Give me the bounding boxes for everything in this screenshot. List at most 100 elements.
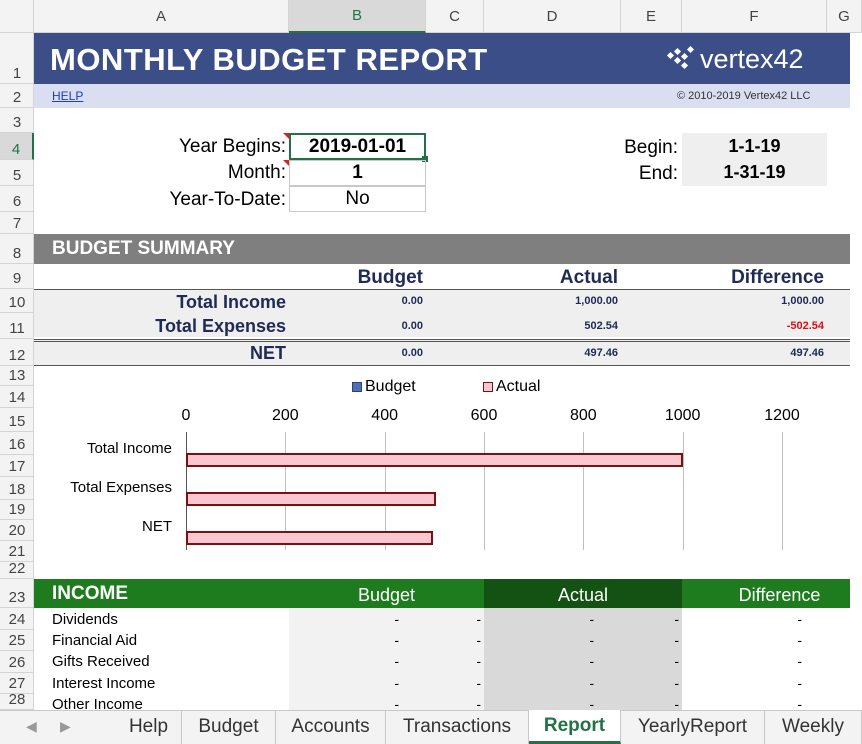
category-axis-line [186, 432, 187, 550]
income-actual-cell[interactable]: - [589, 653, 594, 669]
summary-actual-net: 497.46 [584, 347, 618, 359]
year-begins-input[interactable]: 2019-01-01 [289, 133, 426, 160]
row-header-3[interactable]: 3 [0, 108, 34, 133]
row-header-17[interactable]: 17 [0, 455, 34, 477]
income-actual-cell[interactable]: - [589, 611, 594, 627]
income-col-actual: Actual [557, 585, 609, 605]
row-header-4[interactable]: 4 [0, 133, 34, 160]
sheet-tab-yearlyreport[interactable]: YearlyReport [621, 710, 765, 744]
sheet-tab-transactions[interactable]: Transactions [386, 710, 529, 744]
income-spacer2-cell[interactable]: - [674, 675, 679, 691]
sheet-tab-budget[interactable]: Budget [182, 710, 276, 744]
income-spacer2-cell[interactable]: - [674, 653, 679, 669]
row-header-11[interactable]: 11 [0, 313, 34, 339]
income-difference-cell[interactable]: - [797, 675, 802, 691]
row-header-7[interactable]: 7 [0, 212, 34, 234]
row-header-18[interactable]: 18 [0, 477, 34, 500]
gridline [384, 432, 386, 550]
begin-label: Begin: [624, 137, 678, 158]
ytd-input[interactable]: No [289, 186, 426, 212]
column-header-f[interactable]: F [682, 0, 827, 33]
month-input[interactable]: 1 [289, 160, 426, 186]
summary-label-income: Total Income [176, 292, 286, 312]
bar-actual[interactable] [186, 452, 683, 467]
row-header-14[interactable]: 14 [0, 386, 34, 408]
row-header-8[interactable]: 8 [0, 234, 34, 264]
title-band [34, 33, 850, 84]
income-difference-cell[interactable]: - [797, 632, 802, 648]
row-header-23[interactable]: 23 [0, 579, 34, 608]
income-actual-cell[interactable]: - [589, 675, 594, 691]
bar-actual[interactable] [186, 531, 434, 546]
gridline [682, 432, 684, 550]
logo-mark-icon [666, 45, 696, 75]
income-budget-cell[interactable]: - [394, 675, 399, 691]
row-header-1[interactable]: 1 [0, 33, 34, 84]
column-header-bar: A B C D E F G [0, 0, 862, 33]
income-spacer2-cell[interactable]: - [674, 611, 679, 627]
sheet-tab-report[interactable]: Report [529, 710, 621, 744]
income-actual-cell[interactable]: - [589, 632, 594, 648]
row-header-28[interactable]: 28 [0, 691, 34, 710]
row-header-25[interactable]: 25 [0, 630, 34, 651]
income-difference-cell[interactable]: - [797, 611, 802, 627]
row-header-12[interactable]: 12 [0, 339, 34, 366]
column-header-a[interactable]: A [34, 0, 289, 33]
income-difference-cell[interactable]: - [797, 696, 802, 712]
legend-actual-label: Actual [496, 378, 541, 395]
month-label: Month: [227, 162, 286, 183]
row-header-19[interactable]: 19 [0, 500, 34, 520]
income-header-band [34, 579, 850, 608]
income-budget-cell[interactable]: - [394, 696, 399, 712]
gridline [484, 432, 485, 550]
bar-actual[interactable] [186, 492, 436, 506]
copyright-text: © 2010-2019 Vertex42 LLC [677, 90, 811, 102]
income-difference-cell[interactable]: - [797, 653, 802, 669]
column-header-d[interactable]: D [484, 0, 621, 33]
row-header-15[interactable]: 15 [0, 408, 34, 432]
budget-summary-header: BUDGET SUMMARY [34, 234, 850, 264]
row-header-22[interactable]: 22 [0, 560, 34, 579]
legend-budget-label: Budget [365, 378, 416, 395]
x-tick-label: 400 [371, 407, 398, 424]
income-budget-cell[interactable]: - [394, 611, 399, 627]
income-spacer-cell[interactable]: - [476, 675, 481, 691]
income-actual-cell[interactable]: - [589, 696, 594, 712]
summary-col-budget: Budget [357, 267, 423, 288]
row-header-2[interactable]: 2 [0, 84, 34, 108]
row-header-24[interactable]: 24 [0, 608, 34, 630]
income-spacer-cell[interactable]: - [476, 696, 481, 712]
income-spacer-cell[interactable]: - [476, 653, 481, 669]
column-header-c[interactable]: C [426, 0, 484, 33]
column-header-g[interactable]: G [827, 0, 862, 33]
column-header-e[interactable]: E [621, 0, 682, 33]
row-header-26[interactable]: 26 [0, 651, 34, 673]
row-header-16[interactable]: 16 [0, 432, 34, 455]
tab-scroll-left-icon[interactable]: ◀ [26, 718, 37, 734]
row-header-13[interactable]: 13 [0, 366, 34, 386]
income-spacer2-cell[interactable]: - [674, 696, 679, 712]
income-spacer-cell[interactable]: - [476, 632, 481, 648]
row-header-21[interactable]: 21 [0, 541, 34, 562]
select-all-corner[interactable] [0, 0, 34, 33]
row-header-20[interactable]: 20 [0, 520, 34, 541]
tab-scroll-right-icon[interactable]: ▶ [60, 718, 71, 734]
income-budget-cell[interactable]: - [394, 653, 399, 669]
row-header-10[interactable]: 10 [0, 289, 34, 313]
income-budget-cell[interactable]: - [394, 632, 399, 648]
row-header-27[interactable]: 27 [0, 673, 34, 694]
help-link[interactable]: HELP [52, 89, 84, 103]
income-spacer-cell[interactable]: - [476, 611, 481, 627]
summary-col-difference: Difference [731, 267, 824, 288]
row-header-5[interactable]: 5 [0, 160, 34, 186]
sheet-tab-weekly[interactable]: Weekly [765, 710, 862, 744]
comment-indicator-icon [283, 133, 289, 139]
row-header-6[interactable]: 6 [0, 186, 34, 212]
fill-handle[interactable] [422, 156, 428, 162]
sheet-tab-help[interactable]: Help [116, 710, 182, 744]
column-header-b[interactable]: B [289, 0, 426, 33]
row-header-9[interactable]: 9 [0, 264, 34, 289]
sheet-tab-accounts[interactable]: Accounts [276, 710, 386, 744]
category-label: Total Income [86, 439, 172, 457]
income-spacer2-cell[interactable]: - [674, 632, 679, 648]
